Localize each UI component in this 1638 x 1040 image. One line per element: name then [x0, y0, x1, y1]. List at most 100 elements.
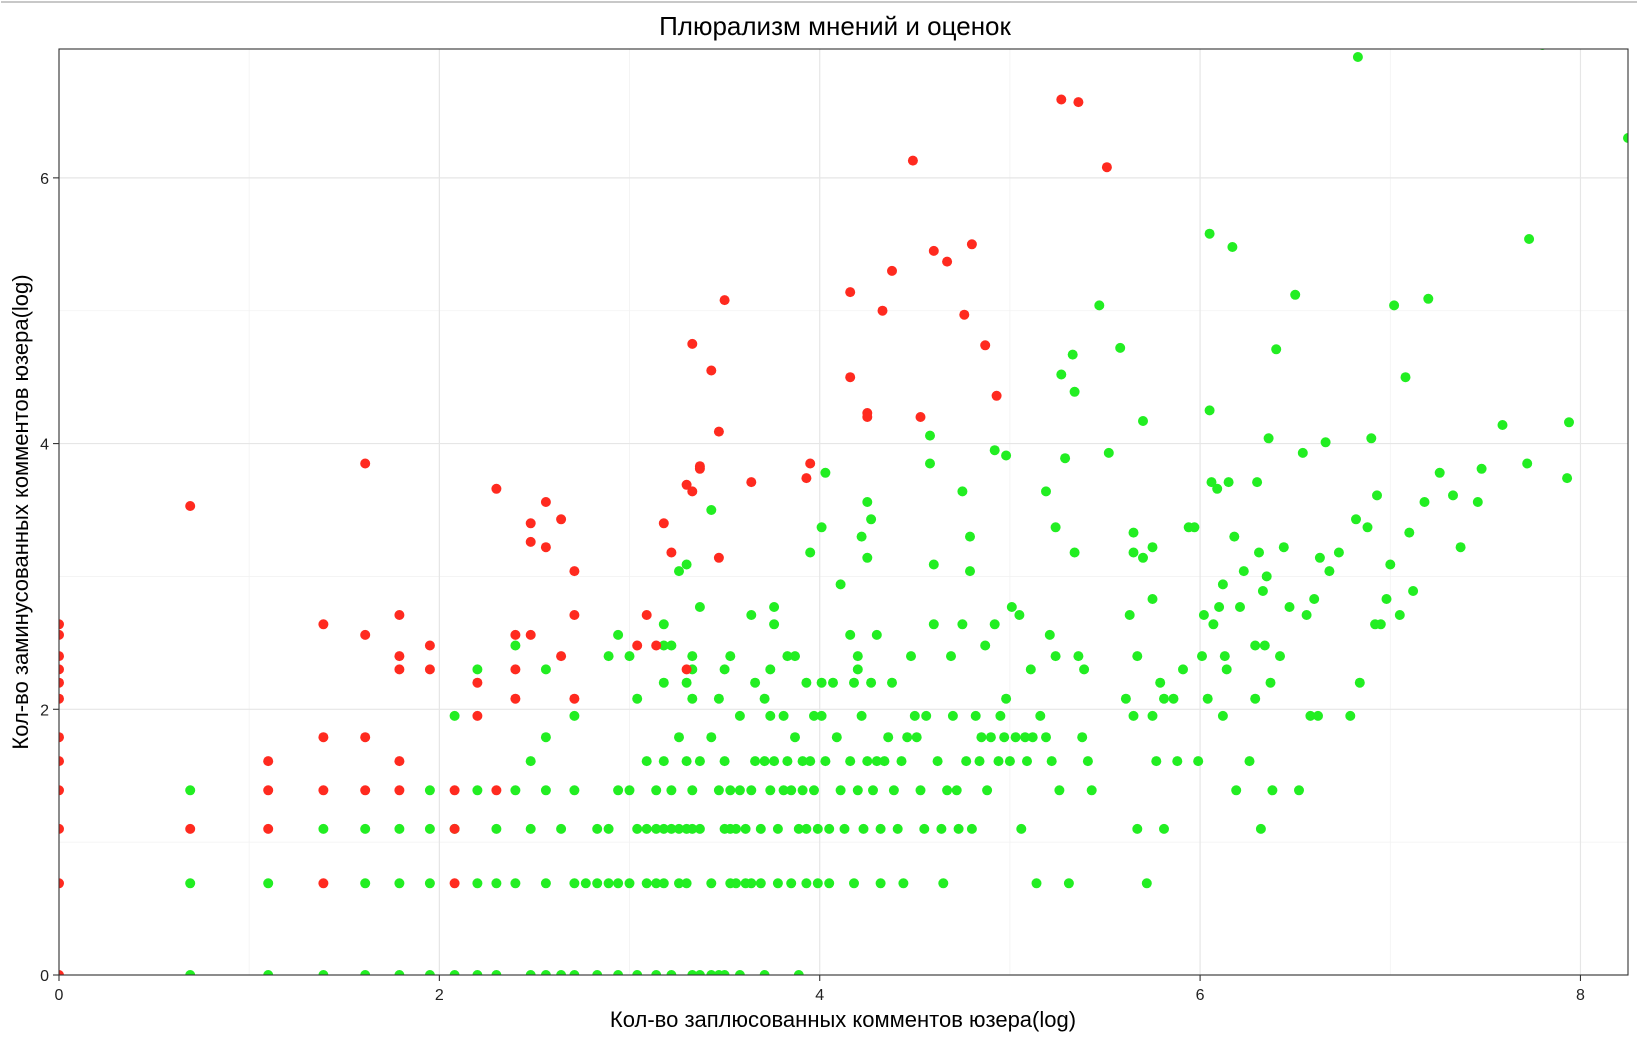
point-green: [1041, 732, 1051, 743]
point-red: [556, 514, 567, 525]
point-green: [1562, 473, 1573, 484]
point-green: [658, 640, 669, 651]
point-green: [1623, 133, 1628, 143]
point-green: [491, 823, 502, 834]
point-green: [360, 970, 371, 975]
point-green: [856, 531, 867, 542]
point-red: [862, 412, 873, 422]
point-green: [603, 651, 614, 662]
point-green: [755, 878, 766, 889]
point-green: [449, 970, 460, 975]
point-green: [734, 785, 745, 796]
point-green: [424, 823, 435, 834]
point-green: [725, 785, 736, 796]
point-green: [816, 677, 827, 688]
point-green: [681, 677, 692, 688]
point-green: [1004, 756, 1015, 767]
point-green: [801, 878, 812, 889]
point-green: [1324, 566, 1335, 577]
point-red: [681, 664, 692, 675]
point-green: [1223, 477, 1234, 488]
point-red: [59, 823, 64, 834]
point-green: [731, 878, 741, 889]
point-green: [713, 785, 724, 796]
point-green: [1252, 477, 1263, 488]
point-red: [525, 629, 536, 640]
point-green: [852, 785, 863, 796]
point-green: [1257, 586, 1268, 596]
point-green: [793, 970, 804, 975]
point-green: [1056, 369, 1067, 380]
point-green: [592, 823, 603, 834]
point-green: [812, 823, 823, 834]
y-tick-label: 6: [40, 171, 49, 188]
point-green: [772, 878, 783, 889]
point-green: [1309, 594, 1320, 604]
point-green: [1044, 629, 1055, 640]
point-green: [809, 785, 819, 796]
point-green: [1372, 490, 1382, 501]
point-green: [1229, 531, 1240, 542]
point-green: [887, 677, 897, 688]
point-green: [185, 878, 196, 889]
point-green: [1476, 463, 1487, 474]
point-green: [999, 732, 1010, 743]
point-green: [1041, 486, 1051, 497]
point-green: [1313, 710, 1323, 721]
point-red: [510, 629, 521, 640]
point-green: [1472, 497, 1483, 507]
point-green: [1016, 823, 1027, 834]
point-red: [360, 732, 371, 743]
point-green: [782, 756, 793, 767]
point-green: [694, 970, 705, 975]
point-green: [966, 823, 977, 834]
point-green: [1204, 405, 1215, 416]
point-red: [681, 479, 692, 490]
point-green: [1159, 693, 1169, 704]
point-green: [1128, 527, 1139, 538]
point-green: [525, 756, 536, 767]
point-green: [1217, 579, 1228, 590]
point-red: [59, 878, 64, 889]
point-red: [805, 458, 816, 469]
point-green: [624, 878, 635, 889]
point-green: [928, 619, 939, 630]
point-red: [801, 473, 812, 484]
point-green: [1198, 610, 1209, 620]
point-green: [1060, 453, 1071, 464]
point-green: [790, 651, 800, 662]
point-green: [824, 823, 835, 834]
point-green: [1022, 756, 1032, 767]
point-green: [424, 970, 435, 975]
point-green: [782, 651, 793, 662]
point-red: [959, 309, 970, 320]
point-green: [755, 823, 766, 834]
point-green: [1235, 602, 1245, 612]
point-green: [1001, 450, 1012, 461]
point-green: [666, 640, 677, 651]
point-red: [719, 295, 730, 306]
point-green: [1094, 300, 1105, 311]
point-green: [989, 445, 1000, 456]
point-green: [831, 732, 842, 743]
point-green: [820, 467, 831, 478]
point-green: [772, 823, 783, 834]
point-green: [1138, 416, 1148, 426]
point-green: [812, 878, 823, 889]
point-green: [925, 458, 935, 469]
point-green: [1050, 651, 1061, 662]
point-red: [1056, 94, 1067, 105]
point-green: [1147, 542, 1158, 553]
point-red: [706, 365, 717, 376]
point-red: [907, 155, 918, 166]
point-green: [1284, 602, 1295, 612]
point-green: [797, 756, 808, 767]
point-green: [472, 878, 483, 889]
point-green: [424, 878, 435, 889]
point-red: [59, 664, 64, 675]
x-tick-label: 8: [1576, 987, 1585, 1004]
point-red: [556, 651, 567, 662]
point-green: [632, 970, 643, 975]
point-green: [845, 629, 856, 640]
point-red: [59, 732, 64, 743]
